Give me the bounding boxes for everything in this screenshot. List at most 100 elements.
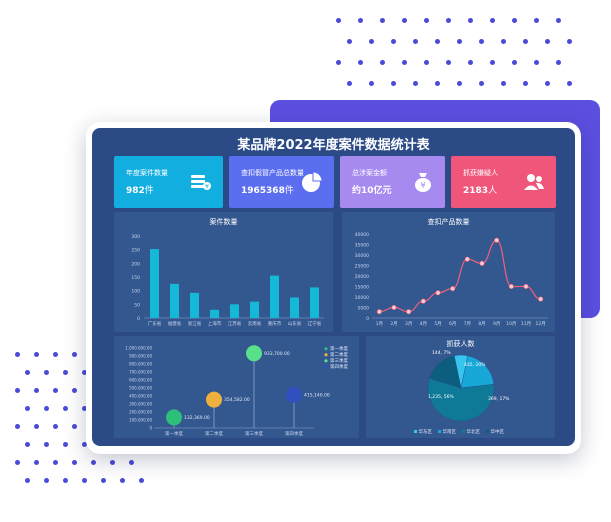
decorative-dot xyxy=(44,442,49,447)
decorative-dot xyxy=(15,424,20,429)
decorative-dot xyxy=(402,60,407,65)
decorative-dot xyxy=(110,460,115,465)
legend-marker xyxy=(438,430,441,433)
decorative-dot xyxy=(413,81,418,86)
bar xyxy=(190,292,199,318)
arrested-panel: 抓获人数 144, 7% 435, 20% 1,235, 56% 369, 17% 华东… xyxy=(366,336,555,438)
bar xyxy=(210,309,219,318)
decorative-dot xyxy=(457,81,462,86)
decorative-dot xyxy=(34,352,39,357)
decorative-dot xyxy=(512,60,517,65)
slice-label: 144, 7% xyxy=(432,350,451,356)
data-label: 415,140.00 xyxy=(304,392,330,398)
x-tick-label: 4月 xyxy=(420,321,427,327)
decorative-dot xyxy=(424,60,429,65)
kpi-label: 总涉案金额 xyxy=(352,169,387,177)
decorative-dot xyxy=(63,478,68,483)
decorative-dot xyxy=(468,18,473,23)
decorative-dot xyxy=(556,60,561,65)
decorative-dot xyxy=(82,478,87,483)
data-point xyxy=(494,237,500,243)
kpi-card-cases[interactable]: 年度案件数量 982件 ¥ xyxy=(114,156,223,208)
decorative-dot xyxy=(534,18,539,23)
x-tick-label: 第三季度 xyxy=(245,430,263,437)
kpi-card-seized[interactable]: 查扣假冒产品总数量 1965368件 xyxy=(229,156,334,208)
users-icon xyxy=(524,174,544,190)
decorative-dot xyxy=(534,60,539,65)
data-point xyxy=(523,284,529,290)
decorative-dot xyxy=(34,424,39,429)
legend-label: 华中区 xyxy=(491,428,505,435)
x-tick-label: 第一季度 xyxy=(165,430,183,437)
decorative-dot xyxy=(413,39,418,44)
decorative-dot xyxy=(15,388,20,393)
decorative-dot xyxy=(490,18,495,23)
decorative-dot xyxy=(129,460,134,465)
decorative-dot xyxy=(44,370,49,375)
decorative-dot xyxy=(479,81,484,86)
decorative-dot xyxy=(512,18,517,23)
panel-title: 抓获人数 xyxy=(446,340,475,348)
decorative-dot xyxy=(82,406,87,411)
decorative-dot xyxy=(72,460,77,465)
decorative-dot xyxy=(347,81,352,86)
y-tick-label: 150 xyxy=(131,275,140,281)
y-tick-label: 0 xyxy=(149,426,152,431)
legend-label: 第四季度 xyxy=(330,363,348,370)
decorative-dot xyxy=(72,388,77,393)
y-tick-label: 15000 xyxy=(355,285,369,291)
decorative-dot xyxy=(523,39,528,44)
bar xyxy=(170,283,179,318)
kpi-card-amount[interactable]: 总涉案金额 约10亿元 ¥ xyxy=(340,156,445,208)
y-tick-label: 100,000.00 xyxy=(129,418,152,423)
y-tick-label: 500,000.00 xyxy=(129,386,152,391)
decorative-dot xyxy=(34,460,39,465)
x-tick-label: 2月 xyxy=(390,321,397,327)
decorative-dot xyxy=(435,39,440,44)
decorative-dot xyxy=(120,478,125,483)
bubble xyxy=(286,386,302,403)
legend-label: 华南区 xyxy=(443,428,457,435)
series-line xyxy=(379,239,541,313)
stack-icon: ¥ xyxy=(191,175,211,191)
dashboard-title: 某品牌2022年度案件数据统计表 xyxy=(237,138,430,153)
x-tick-label: 1月 xyxy=(376,321,383,327)
decorative-dot xyxy=(25,406,30,411)
x-tick-label: 第四季度 xyxy=(285,430,303,437)
decorative-dot xyxy=(44,478,49,483)
decorative-dot xyxy=(567,39,572,44)
data-point xyxy=(391,305,397,311)
kpi-card-arrested[interactable]: 抓获嫌疑人 2183人 xyxy=(451,156,556,208)
y-tick-label: 200,000.00 xyxy=(129,410,152,415)
bar-chart: 0 50 100 150 200 250 300 广东省 福建省 浙江省 上海市 江苏省 云南省 重庆市山… xyxy=(131,234,324,327)
decorative-dot xyxy=(523,81,528,86)
x-tick-label: 6月 xyxy=(449,321,456,327)
data-point xyxy=(479,260,485,266)
x-tick-label: 上海市 xyxy=(208,320,222,327)
bar xyxy=(150,249,159,318)
legend-marker xyxy=(324,347,328,351)
y-tick-label: 0 xyxy=(137,316,140,322)
decorative-dot xyxy=(567,81,572,86)
decorative-dot xyxy=(545,39,550,44)
line-chart: 0 5000 10000 15000 20000 25000 30000 35000 40000… xyxy=(355,232,548,327)
pie-icon xyxy=(302,171,323,192)
y-tick-label: 10000 xyxy=(355,295,369,301)
data-point xyxy=(406,309,412,315)
kpi-label: 查扣假冒产品总数量 xyxy=(241,169,304,177)
x-tick-label: 10月 xyxy=(506,321,516,327)
panel-title: 案件数量 xyxy=(209,218,238,226)
data-point xyxy=(538,296,544,302)
bar xyxy=(250,301,259,318)
decorative-dot xyxy=(358,60,363,65)
data-point xyxy=(420,298,426,304)
decorative-dot xyxy=(369,39,374,44)
decorative-dot xyxy=(15,460,20,465)
bubble xyxy=(166,409,182,426)
y-tick-label: 40000 xyxy=(355,232,369,238)
decorative-dot xyxy=(336,60,341,65)
x-tick-label: 重庆市 xyxy=(268,320,282,327)
y-tick-label: 35000 xyxy=(355,243,369,249)
decorative-dot xyxy=(25,370,30,375)
x-tick-label: 第二季度 xyxy=(205,430,223,437)
